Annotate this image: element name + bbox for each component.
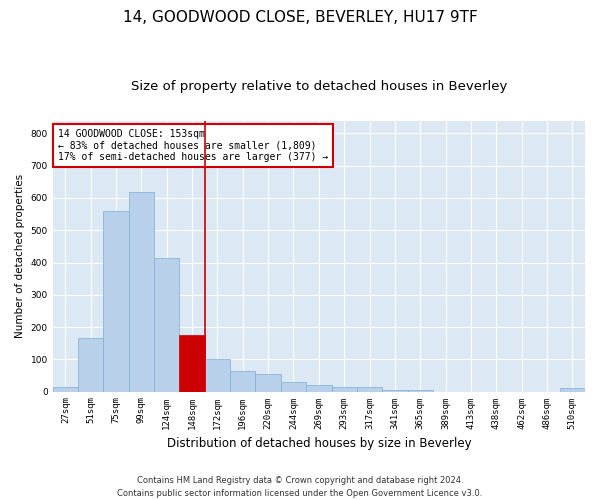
Bar (154, 258, 179, 392)
Bar (179, 335, 205, 392)
Bar (407, 390, 433, 392)
Bar (103, 211, 129, 392)
Bar (357, 386, 382, 392)
Bar (78, 338, 103, 392)
Bar (205, 360, 230, 392)
Title: Size of property relative to detached houses in Beverley: Size of property relative to detached ho… (131, 80, 507, 93)
Text: Contains HM Land Registry data © Crown copyright and database right 2024.
Contai: Contains HM Land Registry data © Crown c… (118, 476, 482, 498)
Bar (281, 382, 306, 392)
Bar (129, 192, 154, 392)
Bar (306, 385, 332, 392)
Bar (332, 386, 357, 392)
Text: 14 GOODWOOD CLOSE: 153sqm
← 83% of detached houses are smaller (1,809)
17% of se: 14 GOODWOOD CLOSE: 153sqm ← 83% of detac… (58, 128, 328, 162)
Text: 14, GOODWOOD CLOSE, BEVERLEY, HU17 9TF: 14, GOODWOOD CLOSE, BEVERLEY, HU17 9TF (122, 10, 478, 25)
Bar (382, 390, 407, 392)
Bar (256, 374, 281, 392)
Bar (230, 370, 256, 392)
Bar (53, 386, 78, 392)
Y-axis label: Number of detached properties: Number of detached properties (15, 174, 25, 338)
Bar (560, 388, 585, 392)
X-axis label: Distribution of detached houses by size in Beverley: Distribution of detached houses by size … (167, 437, 471, 450)
